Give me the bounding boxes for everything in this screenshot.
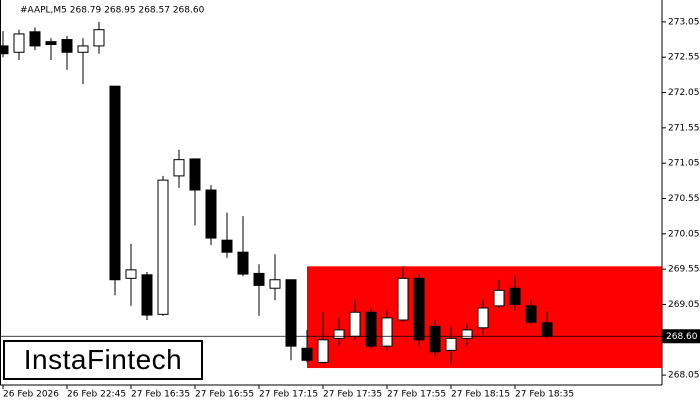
y-tick-label: 269.55 [668,265,700,275]
x-tick-label: 27 Feb 16:55 [195,390,254,400]
price-label-box [662,329,700,344]
candle-body [397,277,409,321]
x-tick-label: 27 Feb 17:15 [259,390,318,400]
candle-body [541,322,553,337]
candle-body [493,289,505,307]
watermark: InstaFintech [3,340,203,380]
candle-body [413,277,425,341]
candle-body [477,307,489,329]
y-tick-label: 272.55 [668,53,700,63]
candle-body [29,31,41,47]
y-tick-label: 270.05 [668,229,700,239]
candle-body [253,272,265,286]
x-tick-label: 27 Feb 18:15 [451,390,510,400]
candle-body [509,287,521,305]
candle-body [269,279,281,289]
candle-body [317,339,329,363]
candle-body [0,45,9,55]
y-tick-label: 268.05 [668,371,700,381]
candle-body [125,269,137,279]
candle-body [93,29,105,47]
y-tick-label: 271.05 [668,159,700,169]
candle-body [525,305,537,323]
candle-body [189,158,201,191]
candle-body [381,317,393,347]
x-tick-label: 27 Feb 16:35 [131,390,190,400]
y-tick-label: 273.05 [668,17,700,27]
x-tick-label: 27 Feb 17:55 [387,390,446,400]
candle-body [301,347,313,361]
candle-body [157,179,169,315]
candle-body [333,329,345,339]
candle-body [141,274,153,316]
candle-body [461,329,473,339]
candle-body [285,279,297,347]
candle-body [237,251,249,275]
x-tick-label: 27 Feb 17:35 [323,390,382,400]
price-label: 268.60 [666,332,698,342]
candle-body [365,311,377,347]
y-tick-label: 271.55 [668,123,700,133]
candle-body [109,85,121,281]
candle-body [13,33,25,53]
candle-body [445,337,457,351]
candle-body [221,239,233,253]
x-tick-label: 26 Feb 2026 [3,390,59,400]
y-tick-label: 272.05 [668,88,700,98]
x-tick-label: 27 Feb 18:35 [515,390,574,400]
candle-body [45,41,57,46]
candle-body [205,189,217,239]
chart-title: #AAPL,M5 268.79 268.95 268.57 268.60 [20,6,205,16]
x-tick-label: 26 Feb 22:45 [67,390,126,400]
candle-body [77,45,89,53]
candle-body [429,325,441,353]
y-tick-label: 270.55 [668,194,700,204]
candle-body [173,159,185,177]
candle-body [61,39,73,53]
y-tick-label: 269.05 [668,300,700,310]
candle-body [349,311,361,337]
